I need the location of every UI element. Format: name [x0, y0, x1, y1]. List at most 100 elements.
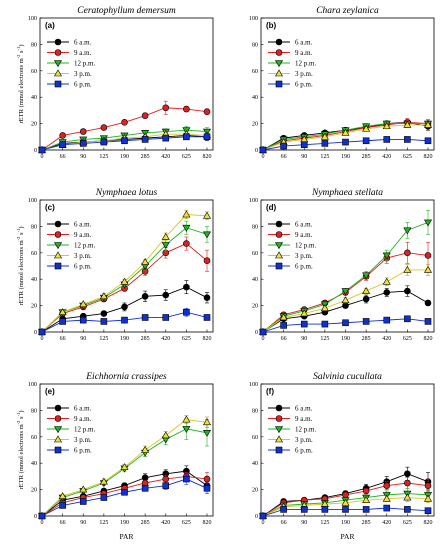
panel-label: (d) — [266, 203, 277, 212]
y-tick-label: 100 — [28, 382, 37, 388]
data-point — [99, 292, 108, 300]
legend-marker — [54, 38, 62, 46]
data-point — [203, 108, 211, 116]
legend-marker — [275, 404, 283, 412]
data-point — [341, 296, 350, 304]
data-point — [321, 320, 329, 328]
x-tick-label: 190 — [341, 154, 350, 160]
legend-label: 3 p.m. — [295, 436, 313, 444]
y-tick-label: 0 — [255, 514, 258, 520]
legend-label: 9 a.m. — [295, 231, 313, 239]
x-tick-label: 125 — [320, 154, 329, 160]
data-point — [100, 494, 108, 501]
series-6-p-m — [259, 504, 432, 520]
y-tick-label: 20 — [31, 122, 37, 128]
data-point — [383, 482, 391, 489]
legend-label: 6 p.m. — [74, 81, 92, 89]
y-tick-label: 80 — [252, 42, 258, 48]
x-tick-label: 820 — [203, 336, 212, 342]
data-point — [79, 140, 87, 147]
series-6-p-m — [259, 315, 432, 336]
x-axis-label: PAR — [341, 532, 355, 541]
x-tick-label: 285 — [141, 336, 150, 342]
y-tick-label: 40 — [31, 95, 37, 101]
x-tick-label: 420 — [161, 336, 170, 342]
data-point — [202, 231, 212, 239]
x-tick-label: 190 — [341, 520, 350, 526]
data-point — [59, 132, 66, 139]
legend-label: 6 p.m. — [295, 447, 313, 455]
y-tick-label: 40 — [31, 461, 37, 467]
data-point — [362, 318, 370, 325]
x-tick-label: 66 — [60, 336, 66, 342]
data-point — [162, 314, 170, 321]
x-tick-label: 285 — [362, 520, 371, 526]
x-tick-label: 125 — [99, 154, 108, 160]
data-point — [162, 104, 170, 112]
x-tick-label: 90 — [301, 336, 307, 342]
y-tick-label: 0 — [255, 330, 258, 336]
data-point — [183, 475, 190, 483]
legend-marker — [274, 251, 284, 259]
y-tick-label: 60 — [31, 251, 37, 257]
legend-item-6-a-m: 6 a.m. — [47, 221, 92, 229]
legend-label: 6 a.m. — [74, 39, 92, 47]
legend-label: 6 p.m. — [295, 263, 313, 271]
x-tick-label: 625 — [403, 154, 412, 160]
x-tick-label: 285 — [141, 520, 150, 526]
legend-marker — [53, 435, 63, 443]
legend-label: 9 a.m. — [74, 415, 92, 423]
legend-label: 12 p.m. — [295, 60, 316, 68]
data-point — [141, 112, 149, 119]
x-tick-label: 420 — [382, 336, 391, 342]
x-tick-label: 0 — [262, 154, 265, 160]
data-point — [424, 482, 432, 489]
x-tick-label: 66 — [60, 520, 66, 526]
legend-marker — [54, 404, 62, 412]
data-point — [161, 232, 170, 240]
legend-label: 3 p.m. — [74, 70, 92, 78]
panel-title: Chara zeylanica — [316, 6, 379, 16]
y-tick-label: 20 — [31, 304, 37, 310]
data-point — [404, 136, 411, 143]
data-point — [279, 313, 288, 321]
data-point — [183, 105, 190, 113]
series-line — [41, 214, 208, 333]
panel-c: Nymphaea lotus (c) 0 20 40 60 80 100 0 66 90 125 190… — [16, 188, 214, 342]
data-point — [121, 488, 128, 496]
x-tick-label: 625 — [182, 154, 191, 160]
x-tick-label: 0 — [41, 520, 44, 526]
y-tick-label: 60 — [31, 69, 37, 75]
data-point — [423, 219, 433, 227]
data-point — [79, 498, 87, 505]
data-point — [202, 211, 212, 219]
data-point — [404, 479, 411, 487]
data-point — [300, 320, 308, 328]
data-point — [403, 493, 412, 501]
legend-marker — [275, 446, 283, 454]
data-point — [362, 506, 370, 513]
legend-item-9-a-m: 9 a.m. — [47, 231, 92, 239]
y-tick-label: 0 — [255, 148, 258, 154]
x-tick-label: 190 — [120, 520, 129, 526]
y-axis-label: rETR (mmol electrons m-2 s-1) — [16, 45, 25, 124]
legend-marker — [274, 60, 284, 68]
legend-label: 6 a.m. — [295, 221, 313, 229]
panel-f: Salvinia cucullata (f) 0 20 40 60 80 100 0 66 90 12… — [249, 372, 435, 541]
series-3-p-m — [258, 493, 433, 519]
data-point — [203, 475, 211, 483]
legend-item-3-p-m: 3 p.m. — [268, 251, 313, 260]
legend-label: 6 a.m. — [295, 39, 313, 47]
x-tick-label: 0 — [262, 520, 265, 526]
x-tick-label: 820 — [203, 520, 212, 526]
y-axis-label: rETR (mmol electrons m-2 s-1) — [16, 411, 25, 490]
legend-label: 12 p.m. — [74, 60, 95, 68]
panel-e: Eichhornia crassipes (e) 0 20 40 60 80 100 0 66 90… — [16, 372, 214, 541]
y-tick-label: 40 — [252, 461, 258, 467]
data-point — [161, 431, 170, 439]
data-point — [162, 249, 170, 257]
x-tick-label: 125 — [320, 520, 329, 526]
data-point — [58, 492, 67, 500]
y-tick-label: 80 — [252, 408, 258, 414]
data-point — [141, 257, 150, 265]
